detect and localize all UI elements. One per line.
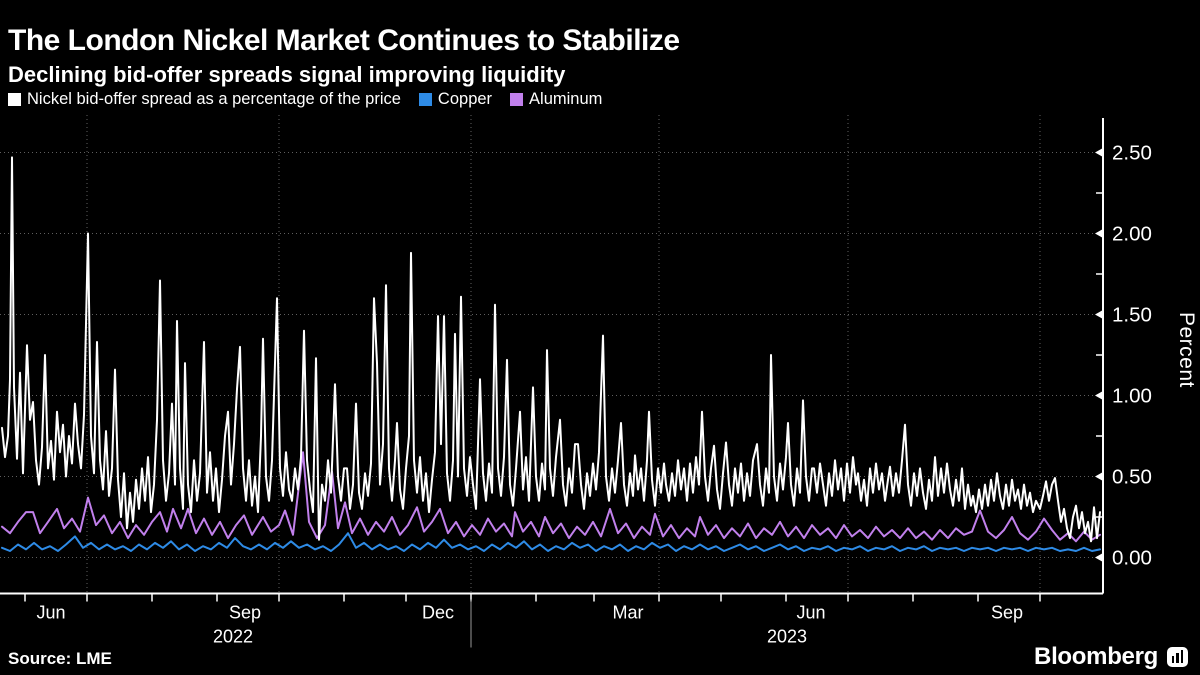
aluminum-swatch-icon (510, 93, 524, 106)
legend: Nickel bid-offer spread as a percentage … (8, 90, 620, 109)
y-tick-arrow-icon (1095, 148, 1103, 157)
y-tick-arrow-icon (1095, 310, 1103, 319)
x-year-label: 2023 (767, 627, 807, 647)
x-month-label: Dec (422, 603, 454, 623)
y-tick-label: 0.00 (1112, 547, 1152, 570)
copper-swatch-icon (418, 93, 432, 106)
y-tick-arrow-icon (1095, 229, 1103, 238)
bloomberg-wordmark: Bloomberg (1034, 643, 1158, 670)
page-title: The London Nickel Market Continues to St… (8, 24, 680, 58)
x-month-label: Sep (229, 603, 261, 623)
x-month-label: Mar (613, 603, 644, 623)
series-line-nickel (1, 156, 1101, 543)
y-tick-label: 2.50 (1112, 142, 1152, 165)
x-month-label: Jun (796, 603, 825, 623)
series-line-copper (1, 532, 1101, 552)
series-line-aluminum (1, 451, 1101, 543)
legend-item-aluminum: Aluminum (510, 90, 602, 109)
y-tick-label: 0.50 (1112, 466, 1152, 489)
page-subtitle: Declining bid-offer spreads signal impro… (8, 62, 566, 88)
nickel-swatch-icon (8, 93, 21, 106)
y-tick-label: 1.50 (1112, 304, 1152, 327)
y-tick-arrow-icon (1095, 553, 1103, 562)
legend-label-aluminum: Aluminum (529, 90, 603, 108)
y-tick-label: 1.00 (1112, 385, 1152, 408)
bloomberg-chart-icon (1167, 647, 1188, 667)
x-month-label: Jun (36, 603, 65, 623)
y-tick-arrow-icon (1095, 472, 1103, 481)
bloomberg-logo: Bloomberg (1034, 643, 1188, 671)
x-month-label: Sep (991, 603, 1023, 623)
legend-label-nickel: Nickel bid-offer spread as a percentage … (27, 90, 401, 108)
legend-item-nickel: Nickel bid-offer spread as a percentage … (8, 90, 401, 109)
source-note: Source: LME (8, 649, 112, 668)
x-year-label: 2022 (213, 627, 253, 647)
y-tick-label: 2.00 (1112, 223, 1152, 246)
legend-label-copper: Copper (437, 90, 493, 108)
y-tick-arrow-icon (1095, 391, 1103, 400)
y-axis-title: Percent (1175, 312, 1198, 388)
legend-item-copper: Copper (418, 90, 493, 109)
